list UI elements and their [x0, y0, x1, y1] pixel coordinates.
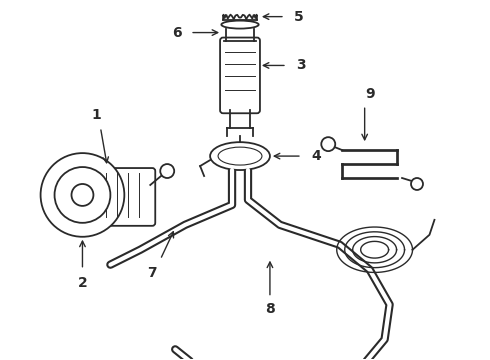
Text: 7: 7 [147, 266, 157, 280]
Text: 5: 5 [294, 10, 304, 24]
Text: 3: 3 [296, 58, 306, 72]
Text: 9: 9 [365, 87, 374, 101]
Text: 2: 2 [77, 276, 87, 289]
FancyBboxPatch shape [98, 168, 155, 226]
Ellipse shape [210, 142, 270, 170]
Text: 8: 8 [265, 302, 275, 316]
Circle shape [72, 184, 94, 206]
Circle shape [411, 178, 423, 190]
Circle shape [54, 167, 110, 223]
Ellipse shape [221, 21, 259, 28]
FancyBboxPatch shape [220, 37, 260, 113]
Text: 6: 6 [172, 26, 182, 40]
Circle shape [160, 164, 174, 178]
Ellipse shape [218, 147, 262, 165]
Text: 1: 1 [92, 108, 101, 122]
Text: 4: 4 [311, 149, 320, 163]
Circle shape [321, 137, 335, 151]
Circle shape [41, 153, 124, 237]
